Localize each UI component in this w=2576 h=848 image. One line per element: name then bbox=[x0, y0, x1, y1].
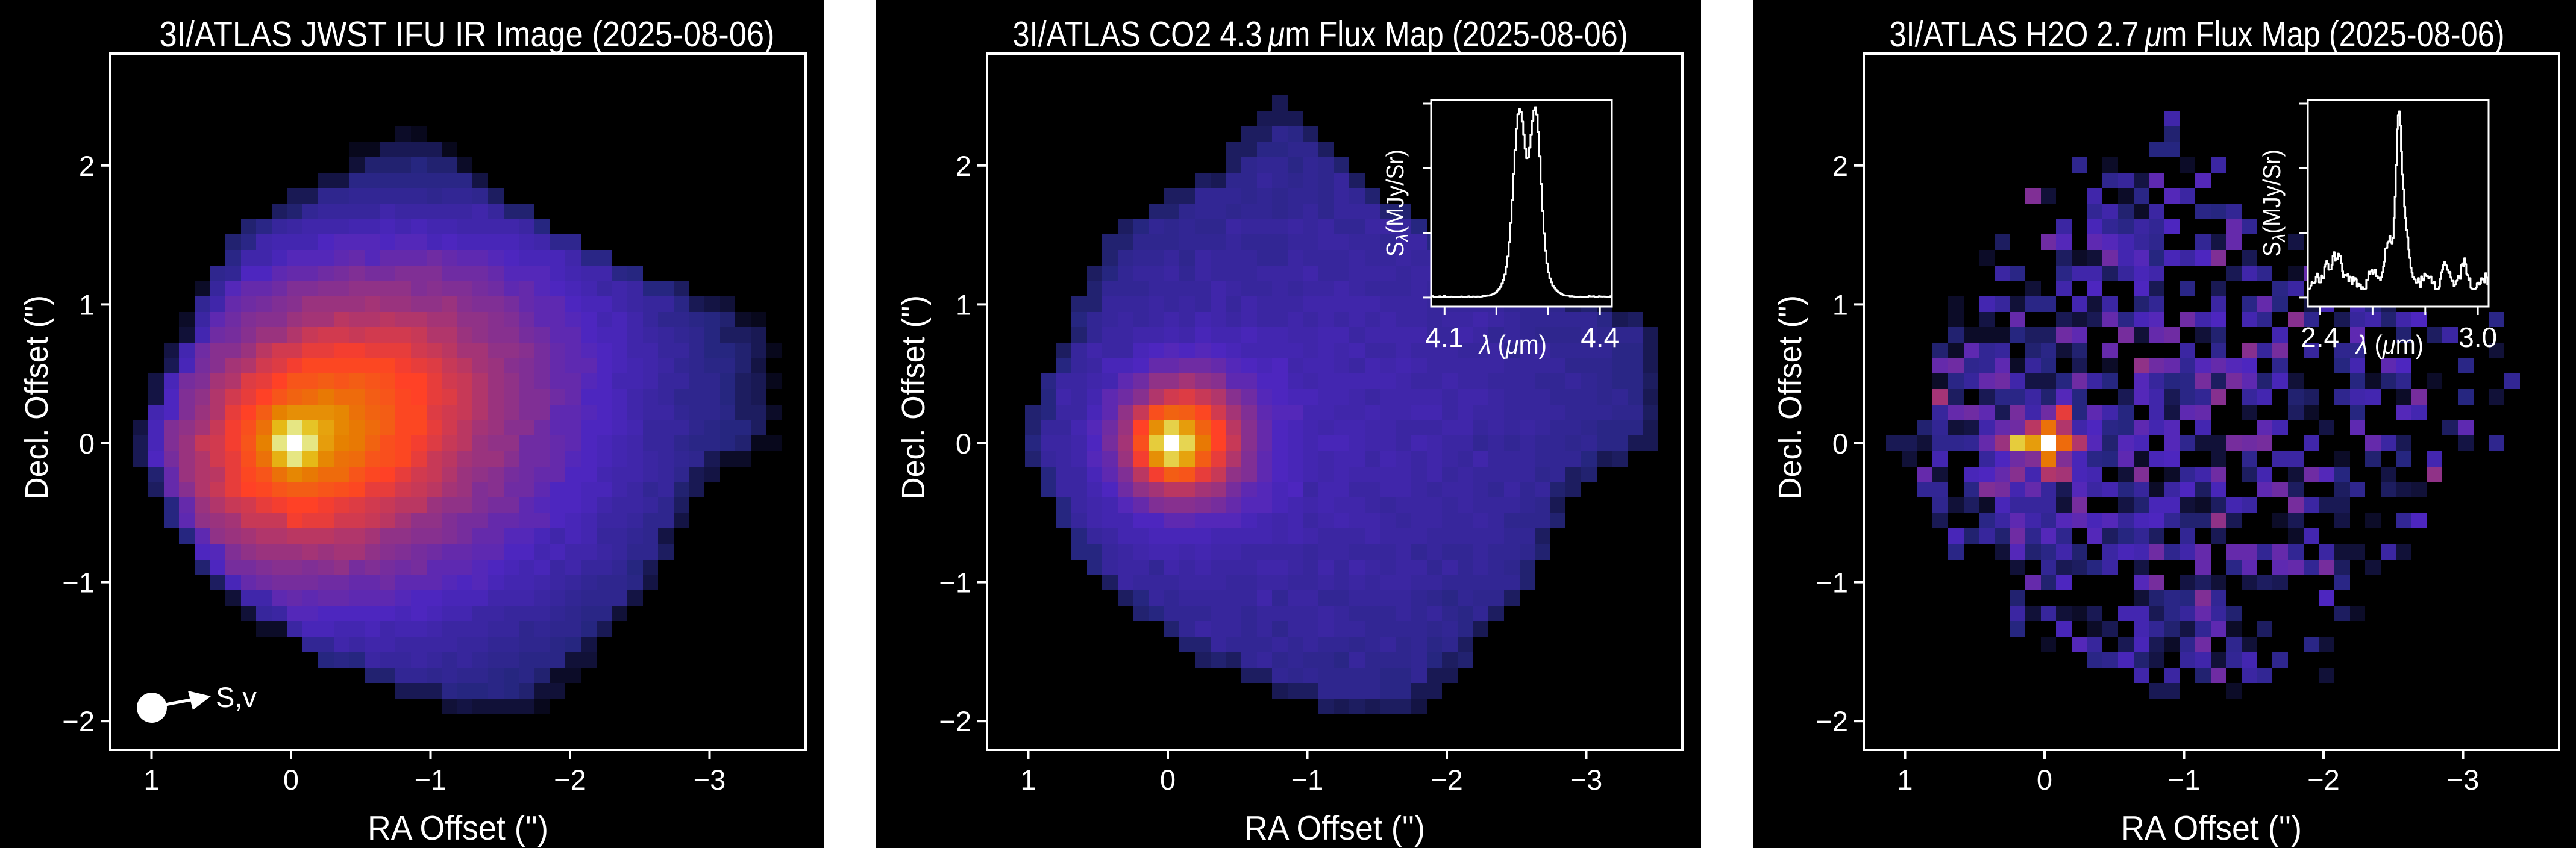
svg-text:1: 1 bbox=[143, 764, 159, 796]
svg-text:−1: −1 bbox=[1291, 764, 1324, 796]
svg-text:4.4: 4.4 bbox=[1581, 322, 1619, 353]
svg-text:−1: −1 bbox=[62, 567, 95, 599]
svg-text:λ (μm): λ (μm) bbox=[1478, 330, 1547, 360]
svg-text:−1: −1 bbox=[2168, 764, 2201, 796]
svg-text:S,v: S,v bbox=[216, 681, 257, 713]
svg-text:2: 2 bbox=[79, 150, 95, 182]
svg-text:−1: −1 bbox=[939, 567, 971, 599]
svg-text:−2: −2 bbox=[62, 705, 95, 737]
svg-text:−2: −2 bbox=[939, 705, 971, 737]
svg-text:−1: −1 bbox=[415, 764, 447, 796]
svg-text:0: 0 bbox=[956, 428, 971, 460]
svg-text:1: 1 bbox=[1897, 764, 1913, 796]
svg-text:−2: −2 bbox=[554, 764, 586, 796]
svg-text:3I/ATLAS H2O 2.7 μm Flux Map (: 3I/ATLAS H2O 2.7 μm Flux Map (2025-08-06… bbox=[1890, 14, 2505, 54]
svg-text:1: 1 bbox=[1832, 288, 1848, 320]
svg-text:0: 0 bbox=[1832, 428, 1848, 460]
svg-text:Decl. Offset (''): Decl. Offset ('') bbox=[895, 295, 932, 500]
svg-text:2: 2 bbox=[1832, 150, 1848, 182]
svg-text:RA Offset (''): RA Offset ('') bbox=[1244, 809, 1425, 847]
svg-text:2: 2 bbox=[956, 150, 971, 182]
svg-text:1: 1 bbox=[1020, 764, 1036, 796]
svg-text:0: 0 bbox=[79, 428, 95, 460]
svg-text:Decl. Offset (''): Decl. Offset ('') bbox=[19, 295, 55, 500]
svg-text:3I/ATLAS JWST IFU IR Image (20: 3I/ATLAS JWST IFU IR Image (2025-08-06) bbox=[160, 14, 775, 54]
svg-text:0: 0 bbox=[1160, 764, 1176, 796]
svg-text:1: 1 bbox=[956, 288, 971, 320]
svg-text:1: 1 bbox=[79, 288, 95, 320]
svg-text:RA Offset (''): RA Offset ('') bbox=[368, 809, 548, 847]
svg-text:3I/ATLAS CO2 4.3 μm Flux Map (: 3I/ATLAS CO2 4.3 μm Flux Map (2025-08-06… bbox=[1013, 14, 1628, 54]
svg-text:−1: −1 bbox=[1816, 567, 1848, 599]
svg-text:λ (μm): λ (μm) bbox=[2355, 330, 2424, 360]
svg-text:−3: −3 bbox=[1570, 764, 1603, 796]
svg-text:RA Offset (''): RA Offset ('') bbox=[2121, 809, 2302, 847]
svg-text:4.1: 4.1 bbox=[1425, 322, 1464, 353]
svg-text:3.0: 3.0 bbox=[2458, 322, 2497, 353]
svg-text:0: 0 bbox=[283, 764, 299, 796]
svg-text:−3: −3 bbox=[694, 764, 726, 796]
svg-text:2.4: 2.4 bbox=[2301, 322, 2339, 353]
svg-text:−2: −2 bbox=[1816, 705, 1848, 737]
svg-text:Decl. Offset (''): Decl. Offset ('') bbox=[1772, 295, 1808, 500]
svg-text:0: 0 bbox=[2037, 764, 2052, 796]
svg-text:−2: −2 bbox=[2307, 764, 2340, 796]
svg-text:−2: −2 bbox=[1431, 764, 1463, 796]
svg-text:−3: −3 bbox=[2447, 764, 2480, 796]
